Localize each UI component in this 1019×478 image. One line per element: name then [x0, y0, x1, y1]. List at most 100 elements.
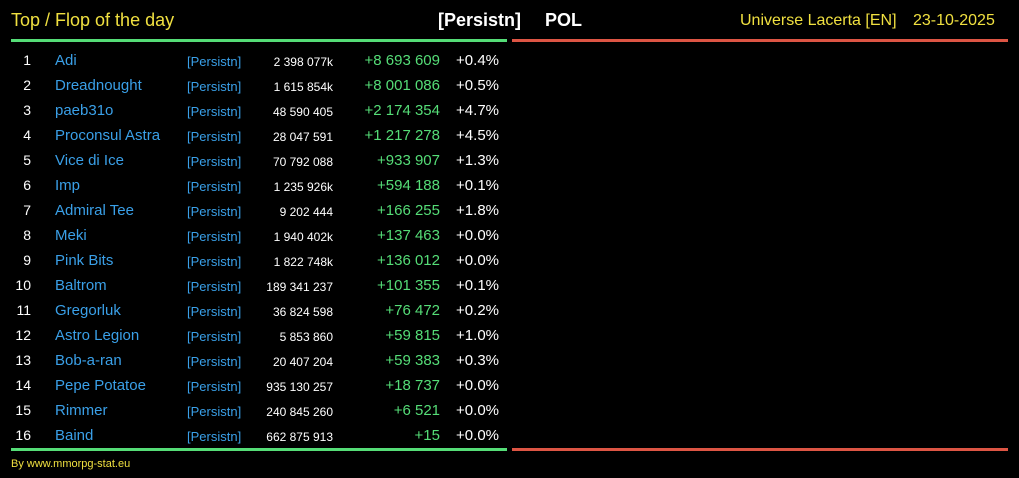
- score-value: 2 398 077k: [273, 55, 333, 69]
- gain-percent: +0.0%: [456, 377, 499, 394]
- list-item: 15 Rimmer [Persistn] 240 845 260 +6 521 +0.0%: [11, 397, 507, 422]
- alliance-tag-link[interactable]: [Persistn]: [187, 304, 242, 319]
- alliance-tag-link[interactable]: [Persistn]: [187, 104, 242, 119]
- alliance-tag-link[interactable]: [Persistn]: [187, 154, 242, 169]
- list-item: 7 Admiral Tee [Persistn] 9 202 444 +166 255 +…: [11, 197, 507, 222]
- list-item: 12 Astro Legion [Persistn] 5 853 860 +59 815…: [11, 322, 507, 347]
- list-item: 14 Pepe Potatoe [Persistn] 935 130 257 +18 7…: [11, 372, 507, 397]
- score-value: 20 407 204: [272, 355, 333, 369]
- alliance-tag: [Persistn]: [438, 10, 522, 30]
- score-value: 9 202 444: [279, 205, 333, 219]
- alliance-tag-link[interactable]: [Persistn]: [187, 54, 242, 69]
- rank-number: 16: [15, 427, 31, 443]
- alliance-tag-link[interactable]: [Persistn]: [187, 279, 242, 294]
- gain-value: +18 737: [385, 377, 440, 394]
- rank-number: 4: [23, 127, 31, 143]
- score-value: 189 341 237: [266, 280, 333, 294]
- alliance-tag-link[interactable]: [Persistn]: [187, 379, 242, 394]
- rank-number: 9: [23, 252, 31, 268]
- player-name-link[interactable]: Imp: [55, 177, 81, 194]
- player-name-link[interactable]: Meki: [55, 227, 87, 244]
- alliance-tag-link[interactable]: [Persistn]: [187, 129, 242, 144]
- player-name-link[interactable]: Dreadnought: [55, 77, 142, 94]
- list-item: 2 Dreadnought [Persistn] 1 615 854k +8 001 0…: [11, 72, 507, 97]
- gain-percent: +1.0%: [456, 327, 499, 344]
- rank-number: 12: [15, 327, 31, 343]
- gain-value: +76 472: [385, 302, 440, 319]
- player-name-link[interactable]: Pink Bits: [55, 252, 114, 269]
- gain-value: +15: [414, 427, 440, 444]
- alliance-tag-link[interactable]: [Persistn]: [187, 404, 242, 419]
- gain-value: +166 255: [377, 202, 440, 219]
- gain-value: +8 001 086: [364, 77, 441, 94]
- score-value: 70 792 088: [272, 155, 333, 169]
- player-name-link[interactable]: Rimmer: [55, 402, 108, 419]
- player-name-link[interactable]: Admiral Tee: [55, 202, 134, 219]
- list-item: 13 Bob-a-ran [Persistn] 20 407 204 +59 383 +0…: [11, 347, 507, 372]
- score-value: 1 940 402k: [273, 230, 333, 244]
- universe-label: Universe Lacerta [EN]: [740, 12, 897, 29]
- score-value: 935 130 257: [266, 380, 333, 394]
- list-item: 9 Pink Bits [Persistn] 1 822 748k +136 012 +0…: [11, 247, 507, 272]
- player-name-link[interactable]: Astro Legion: [55, 327, 140, 344]
- player-name-link[interactable]: Bob-a-ran: [55, 352, 122, 369]
- gain-value: +933 907: [377, 152, 440, 169]
- rank-number: 15: [15, 402, 31, 418]
- gain-value: +59 815: [385, 327, 440, 344]
- player-name-link[interactable]: Vice di Ice: [55, 152, 124, 169]
- top-divider-gain: [11, 39, 507, 42]
- list-item: 11 Gregorluk [Persistn] 36 824 598 +76 472 +0…: [11, 297, 507, 322]
- alliance-tag-link[interactable]: [Persistn]: [187, 179, 242, 194]
- gain-percent: +1.3%: [456, 152, 499, 169]
- gain-percent: +0.0%: [456, 402, 499, 419]
- gain-percent: +0.2%: [456, 302, 499, 319]
- rank-number: 13: [15, 352, 31, 368]
- score-value: 5 853 860: [279, 330, 333, 344]
- rank-number: 6: [23, 177, 31, 193]
- score-value: 1 822 748k: [273, 255, 333, 269]
- stat-type: POL: [545, 10, 583, 30]
- gain-value: +594 188: [377, 177, 440, 194]
- alliance-tag-link[interactable]: [Persistn]: [187, 354, 242, 369]
- gain-percent: +0.0%: [456, 227, 499, 244]
- gain-value: +8 693 609: [364, 52, 441, 69]
- page-title: Top / Flop of the day: [11, 10, 175, 30]
- rank-number: 7: [23, 202, 31, 218]
- list-item: 8 Meki [Persistn] 1 940 402k +137 463 +0.0%: [11, 222, 507, 247]
- gain-value: +137 463: [377, 227, 440, 244]
- player-name-link[interactable]: Pepe Potatoe: [55, 377, 146, 394]
- player-name-link[interactable]: Baltrom: [55, 277, 107, 294]
- rank-number: 2: [23, 77, 31, 93]
- top-divider-loss: [512, 39, 1008, 42]
- footer-credit[interactable]: By www.mmorpg-stat.eu: [11, 458, 131, 470]
- alliance-tag-link[interactable]: [Persistn]: [187, 79, 242, 94]
- list-item: 6 Imp [Persistn] 1 235 926k +594 188 +0.1%: [11, 172, 507, 197]
- list-item: 5 Vice di Ice [Persistn] 70 792 088 +933 907…: [11, 147, 507, 172]
- alliance-tag-link[interactable]: [Persistn]: [187, 429, 242, 444]
- alliance-tag-link[interactable]: [Persistn]: [187, 329, 242, 344]
- ranking-list: 1 Adi [Persistn] 2 398 077k +8 693 609 +0.4% 2…: [11, 47, 507, 447]
- gain-percent: +0.1%: [456, 277, 499, 294]
- list-item: 4 Proconsul Astra [Persistn] 28 047 591 +1 2…: [11, 122, 507, 147]
- gain-value: +6 521: [393, 402, 440, 419]
- score-value: 662 875 913: [266, 430, 333, 444]
- rank-number: 5: [23, 152, 31, 168]
- list-item: 1 Adi [Persistn] 2 398 077k +8 693 609 +0.4%: [11, 47, 507, 72]
- alliance-tag-link[interactable]: [Persistn]: [187, 204, 242, 219]
- player-name-link[interactable]: Baind: [55, 427, 94, 444]
- player-name-link[interactable]: Adi: [55, 52, 77, 69]
- player-name-link[interactable]: Proconsul Astra: [55, 127, 161, 144]
- bottom-divider-gain: [11, 448, 507, 451]
- rank-number: 11: [16, 302, 31, 318]
- rank-number: 3: [23, 102, 31, 118]
- alliance-tag-link[interactable]: [Persistn]: [187, 229, 242, 244]
- gain-percent: +4.5%: [456, 127, 499, 144]
- gain-percent: +1.8%: [456, 202, 499, 219]
- alliance-tag-link[interactable]: [Persistn]: [187, 254, 242, 269]
- player-name-link[interactable]: paeb31o: [55, 102, 114, 119]
- gain-percent: +0.5%: [456, 77, 499, 94]
- player-name-link[interactable]: Gregorluk: [55, 302, 121, 319]
- score-value: 28 047 591: [272, 130, 333, 144]
- gain-percent: +0.3%: [456, 352, 499, 369]
- score-value: 36 824 598: [272, 305, 333, 319]
